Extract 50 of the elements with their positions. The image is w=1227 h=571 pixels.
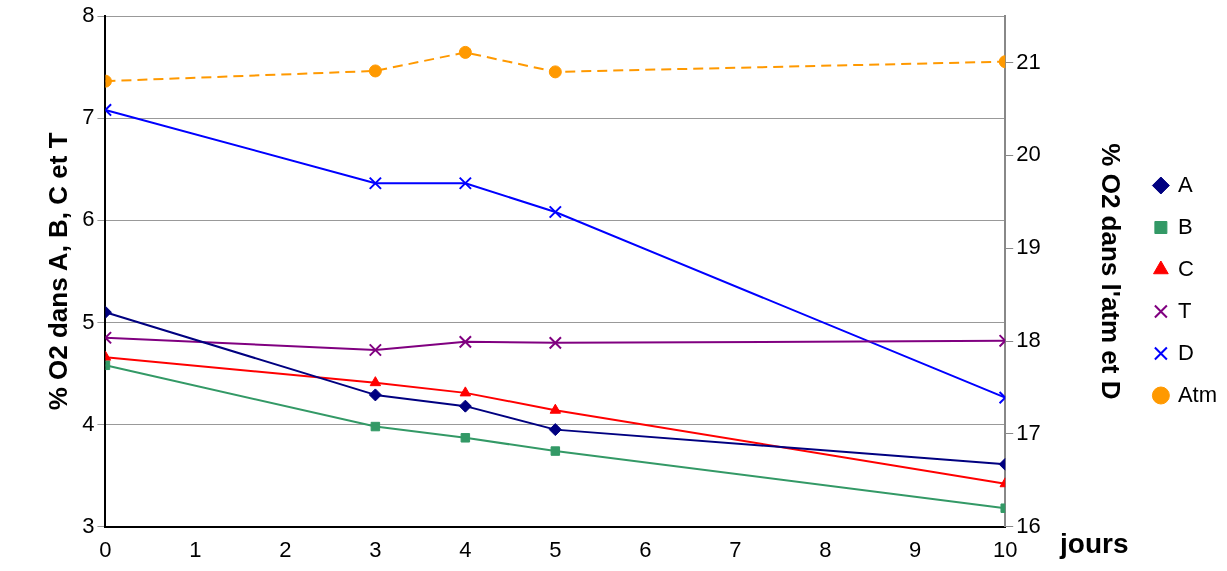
point	[369, 376, 382, 387]
point	[548, 423, 562, 437]
point	[550, 446, 561, 456]
y2-tick-label: 17	[1016, 419, 1041, 445]
y2-tick-label: 21	[1016, 48, 1041, 74]
point	[458, 335, 473, 349]
point	[549, 403, 562, 414]
y-tick-label: 7	[82, 104, 95, 130]
x-tick-label: 4	[459, 536, 472, 562]
y2-tick-label: 19	[1016, 234, 1041, 260]
y-tick-label: 4	[82, 410, 95, 436]
y-tick-label: 3	[82, 512, 95, 538]
legend-label: B	[1177, 213, 1193, 239]
y-axis-title: % O2 dans A, B, C et T	[42, 132, 73, 411]
y2-axis-title: % O2 dans l'atm et D	[1096, 143, 1127, 400]
y-tick-label: 6	[82, 206, 95, 232]
y2-tick-label: 20	[1016, 141, 1041, 167]
x-tick-label: 2	[279, 536, 292, 562]
legend-label: D	[1177, 339, 1194, 365]
point	[368, 388, 382, 402]
point	[368, 343, 383, 357]
point	[460, 433, 471, 443]
y2-tick-label: 16	[1016, 512, 1041, 538]
x-tick-label: 9	[909, 536, 922, 562]
x-axis-title: jours	[1060, 528, 1129, 560]
x-tick-label: 1	[189, 536, 202, 562]
x-tick-label: 0	[99, 536, 112, 562]
point	[548, 65, 562, 79]
point	[459, 386, 472, 397]
point	[458, 176, 473, 190]
x-tick-label: 7	[729, 536, 742, 562]
legend-label: Atm	[1177, 381, 1218, 407]
point	[458, 45, 472, 59]
x-tick-label: 10	[992, 536, 1018, 562]
legend-label: T	[1177, 297, 1192, 323]
x-tick-label: 6	[639, 536, 652, 562]
y-tick-label: 8	[82, 2, 95, 28]
x-tick-label: 8	[819, 536, 832, 562]
y2-tick-label: 18	[1016, 327, 1041, 353]
x-tick-label: 3	[369, 536, 382, 562]
x-tick-label: 5	[549, 536, 562, 562]
point	[368, 64, 382, 78]
legend-label: C	[1177, 255, 1194, 281]
point	[458, 399, 472, 413]
y-tick-label: 5	[82, 308, 95, 334]
point	[548, 336, 562, 350]
point	[368, 176, 383, 190]
point	[548, 205, 562, 219]
legend-label: A	[1177, 171, 1193, 197]
point	[370, 421, 381, 432]
